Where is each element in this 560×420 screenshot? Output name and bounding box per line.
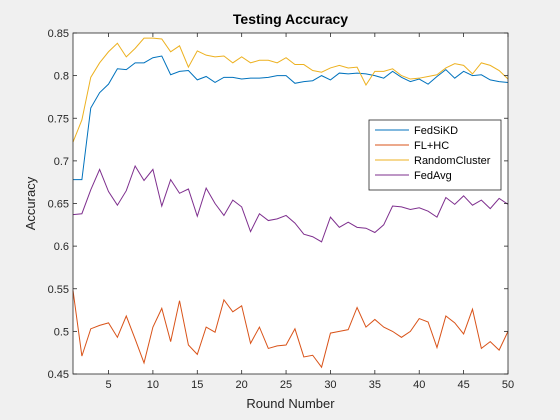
legend: FedSiKD FL+HC RandomCluster FedAvg <box>368 119 502 191</box>
x-tick-label: 5 <box>105 379 111 391</box>
y-tick-label: 0.7 <box>54 156 69 168</box>
x-tick-label: 10 <box>147 379 159 391</box>
y-axis-label: Accuracy <box>23 176 38 230</box>
x-tick-label: 15 <box>191 379 203 391</box>
series-line-fedsikd <box>73 55 509 181</box>
series-line-fl-hc <box>72 290 509 369</box>
series-line-fedavg <box>72 164 509 243</box>
x-tick-label: 50 <box>502 379 514 391</box>
legend-label-fedavg: FedAvg <box>414 170 452 182</box>
legend-label-randomcluster: RandomCluster <box>414 155 491 167</box>
x-axis-label: Round Number <box>246 396 335 411</box>
legend-label-fl-hc: FL+HC <box>414 140 449 152</box>
x-tick-label: 20 <box>236 379 248 391</box>
legend-label-fedsikd: FedSiKD <box>414 125 458 137</box>
x-tick-label: 40 <box>413 379 425 391</box>
axes-layer: 5 10 15 20 25 30 35 40 45 50 0.45 0.5 0.55 0.6 0.65 0.7… <box>48 28 515 391</box>
chart-title: Testing Accuracy <box>233 11 348 27</box>
x-tick-label: 30 <box>324 379 336 391</box>
y-tick-label: 0.6 <box>54 241 69 253</box>
y-tick-label: 0.5 <box>54 326 69 338</box>
y-tick-label: 0.45 <box>48 369 69 381</box>
x-tick-label: 45 <box>457 379 469 391</box>
legend-box <box>368 119 502 191</box>
y-tick-label: 0.8 <box>54 71 69 83</box>
y-tick-label: 0.85 <box>48 28 69 40</box>
plot-area <box>73 33 508 374</box>
y-tick-label: 0.65 <box>48 199 69 211</box>
x-tick-label: 35 <box>369 379 381 391</box>
x-tick-label: 25 <box>280 379 292 391</box>
series-line-randomcluster <box>72 37 509 143</box>
y-tick-label: 0.75 <box>48 113 69 125</box>
y-tick-label: 0.55 <box>48 284 69 296</box>
series-layer <box>72 37 509 369</box>
